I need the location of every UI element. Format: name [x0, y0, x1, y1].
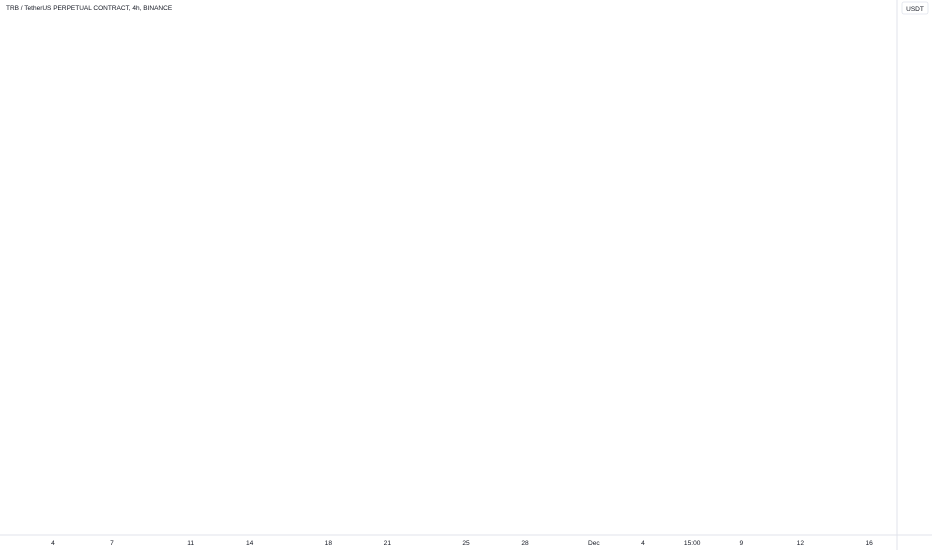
x-tick-label: 11: [187, 540, 194, 547]
x-axis-ticks: 4 7 11 14 18 21 25 28 Dec 4 15:00 9 12 16: [51, 540, 873, 547]
x-tick-label: 14: [246, 540, 254, 547]
currency-label: USDT: [906, 6, 924, 13]
chart-title: TRB / TetherUS PERPETUAL CONTRACT, 4h, B…: [6, 5, 173, 12]
x-tick-label: 4: [51, 540, 55, 547]
x-tick-label: 25: [462, 540, 470, 547]
x-tick-label: 7: [110, 540, 114, 547]
x-tick-label: 16: [866, 540, 874, 547]
x-tick-label: 9: [740, 540, 744, 547]
plot-area[interactable]: [0, 0, 897, 535]
currency-button[interactable]: [901, 1, 929, 15]
x-tick-label: 21: [384, 540, 392, 547]
x-tick-label: 18: [325, 540, 333, 547]
x-tick-label: 12: [797, 540, 805, 547]
x-tick-label: 28: [521, 540, 529, 547]
x-tick-label: 4: [641, 540, 645, 547]
x-tick-label: 15:00: [684, 540, 701, 547]
x-tick-label: Dec: [588, 540, 600, 547]
